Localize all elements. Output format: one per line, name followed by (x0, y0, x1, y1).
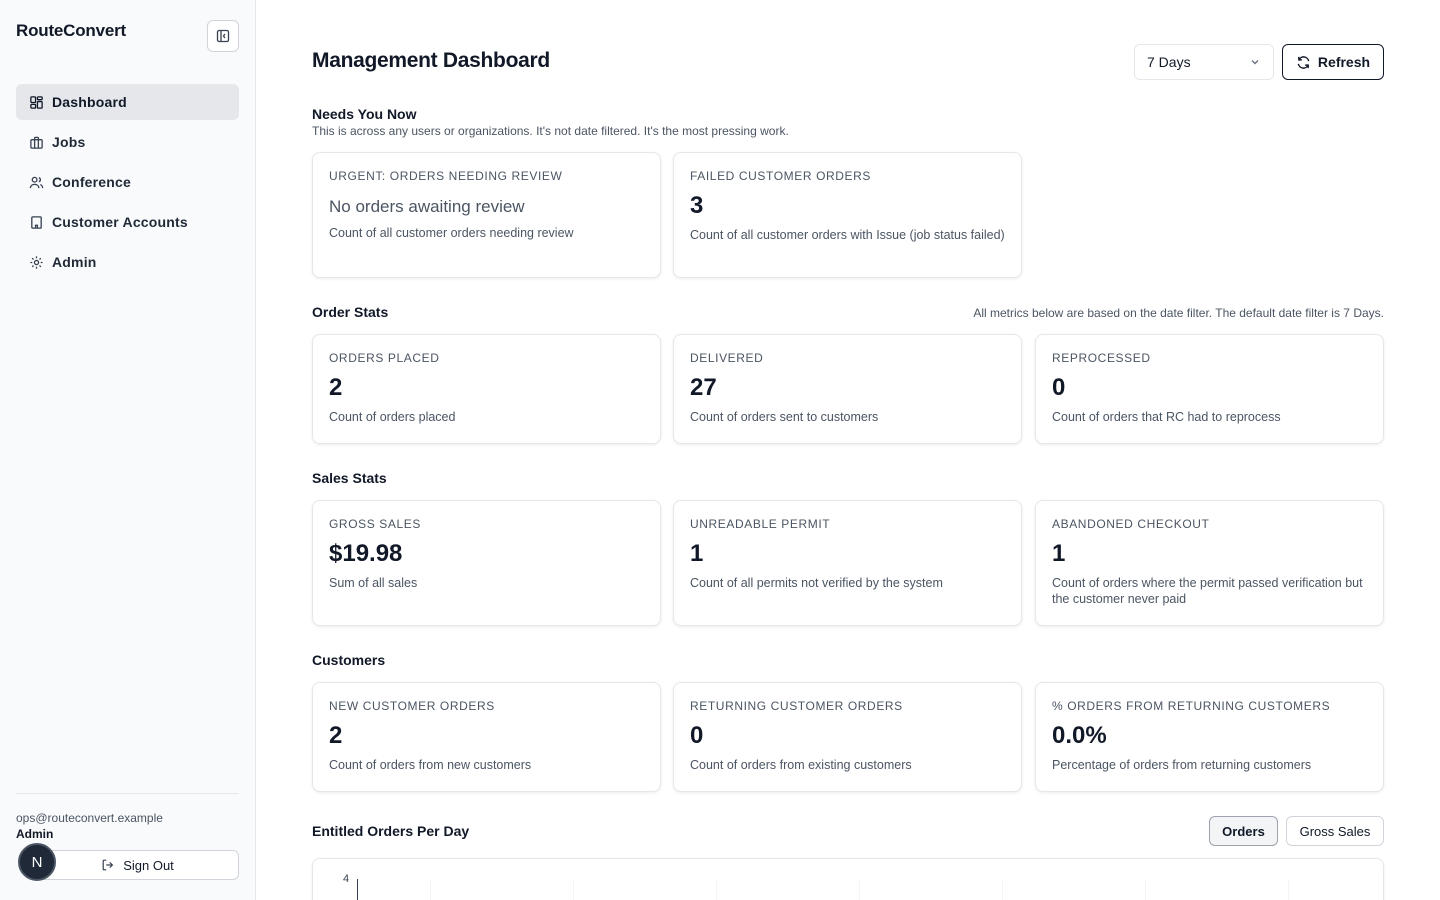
stat-card-returning-customer-percent: % ORDERS FROM RETURNING CUSTOMERS 0.0% P… (1035, 682, 1384, 792)
sign-out-label: Sign Out (123, 857, 174, 873)
card-label: REPROCESSED (1052, 351, 1151, 365)
card-label: RETURNING CUSTOMER ORDERS (690, 699, 903, 713)
date-range-select[interactable]: 7 Days (1134, 44, 1274, 80)
refresh-icon (1297, 55, 1310, 69)
chart-gridline (573, 879, 574, 900)
card-value: 0.0% (1052, 722, 1107, 749)
chart-gridline (1288, 879, 1289, 900)
card-label: URGENT: ORDERS NEEDING REVIEW (329, 169, 563, 183)
card-value: 3 (690, 192, 704, 219)
section-title-customers: Customers (312, 652, 386, 668)
card-value: 27 (690, 374, 717, 401)
card-value: 0 (1052, 374, 1066, 401)
card-value: 1 (1052, 540, 1066, 567)
stat-card-reprocessed: REPROCESSED 0 Count of orders that RC ha… (1035, 334, 1384, 444)
card-label: FAILED CUSTOMER ORDERS (690, 169, 872, 183)
date-filter-note: All metrics below are based on the date … (973, 306, 1384, 320)
chart-gridline (859, 879, 860, 900)
stat-card-delivered: DELIVERED 27 Count of orders sent to cus… (673, 334, 1022, 444)
card-description: Count of orders placed (329, 410, 456, 424)
sidebar-item-conference[interactable]: Conference (16, 164, 239, 200)
stat-card-failed-customer-orders: FAILED CUSTOMER ORDERS 3 Count of all cu… (673, 152, 1022, 278)
section-title-sales: Sales Stats (312, 470, 387, 486)
avatar[interactable]: N (18, 843, 56, 881)
card-label: NEW CUSTOMER ORDERS (329, 699, 495, 713)
sidebar-item-jobs[interactable]: Jobs (16, 124, 239, 160)
main-content: Management Dashboard 7 Days Refresh Need… (256, 0, 1440, 900)
card-description: Sum of all sales (329, 576, 418, 590)
y-axis-tick: 4 (343, 873, 350, 885)
card-description: Count of orders that RC had to reprocess (1052, 410, 1281, 424)
card-label: GROSS SALES (329, 517, 421, 531)
card-label: ABANDONED CHECKOUT (1052, 517, 1210, 531)
date-range-value: 7 Days (1147, 54, 1191, 70)
card-value: 1 (690, 540, 704, 567)
y-axis-line (357, 879, 358, 900)
card-description: Percentage of orders from returning cust… (1052, 758, 1312, 772)
sidebar-item-label: Customer Accounts (52, 214, 188, 230)
card-value: 0 (690, 722, 704, 749)
chart-gridline (1145, 879, 1146, 900)
sidebar-item-customer-accounts[interactable]: Customer Accounts (16, 204, 239, 240)
stat-card-orders-needing-review: URGENT: ORDERS NEEDING REVIEW No orders … (312, 152, 661, 278)
card-description: Count of all customer orders needing rev… (329, 226, 574, 240)
chart-toggle-gross-sales[interactable]: Gross Sales (1286, 816, 1384, 846)
building-icon (28, 214, 44, 230)
stat-card-returning-customer-orders: RETURNING CUSTOMER ORDERS 0 Count of ord… (673, 682, 1022, 792)
card-description: Count of orders from new customers (329, 758, 532, 772)
card-description: Count of all customer orders with Issue … (690, 228, 1005, 242)
card-description: Count of orders where the permit passed … (1052, 576, 1363, 606)
chart-gridline (1002, 879, 1003, 900)
card-value: No orders awaiting review (329, 197, 525, 216)
stat-card-orders-placed: ORDERS PLACED 2 Count of orders placed (312, 334, 661, 444)
card-description: Count of all permits not verified by the… (690, 576, 943, 590)
section-title-needs: Needs You Now (312, 106, 417, 122)
chart-gridline (430, 879, 431, 900)
card-label: ORDERS PLACED (329, 351, 440, 365)
gear-icon (28, 254, 44, 270)
sidebar-item-label: Jobs (52, 134, 86, 150)
sidebar-collapse-button[interactable] (207, 20, 239, 52)
page-title: Management Dashboard (312, 49, 550, 72)
sidebar-item-label: Conference (52, 174, 132, 190)
stat-card-unreadable-permit: UNREADABLE PERMIT 1 Count of all permits… (673, 500, 1022, 626)
card-description: Count of orders from existing customers (690, 758, 912, 772)
refresh-button[interactable]: Refresh (1282, 44, 1384, 80)
card-label: UNREADABLE PERMIT (690, 517, 831, 531)
sign-out-button[interactable]: Sign Out (36, 850, 239, 880)
logout-icon (102, 859, 114, 871)
card-label: % ORDERS FROM RETURNING CUSTOMERS (1052, 699, 1331, 713)
sidebar-item-admin[interactable]: Admin (16, 244, 239, 280)
card-value: 2 (329, 722, 343, 749)
briefcase-icon (28, 134, 44, 150)
sidebar: RouteConvert Dashboard Jobs Conference (0, 0, 256, 900)
sidebar-nav: Dashboard Jobs Conference Customer Accou… (16, 84, 239, 284)
chart-toggle-orders[interactable]: Orders (1209, 816, 1278, 846)
stat-card-abandoned-checkout: ABANDONED CHECKOUT 1 Count of orders whe… (1035, 500, 1384, 626)
card-value: $19.98 (329, 540, 403, 567)
sidebar-panel-icon (216, 29, 230, 43)
stat-card-gross-sales: GROSS SALES $19.98 Sum of all sales (312, 500, 661, 626)
users-icon (28, 174, 44, 190)
card-value: 2 (329, 374, 343, 401)
chevron-down-icon (1251, 60, 1259, 65)
refresh-label: Refresh (1317, 54, 1371, 70)
sidebar-item-label: Dashboard (52, 94, 127, 110)
section-subtitle-needs: This is across any users or organization… (312, 124, 789, 138)
stat-card-new-customer-orders: NEW CUSTOMER ORDERS 2 Count of orders fr… (312, 682, 661, 792)
user-role: Admin (16, 827, 54, 841)
user-email: ops@routeconvert.example (16, 811, 163, 825)
card-label: DELIVERED (690, 351, 764, 365)
sidebar-item-dashboard[interactable]: Dashboard (16, 84, 239, 120)
section-title-chart: Entitled Orders Per Day (312, 823, 470, 839)
sidebar-divider (16, 793, 239, 794)
card-description: Count of orders sent to customers (690, 410, 879, 424)
brand-name: RouteConvert (16, 21, 126, 40)
sidebar-item-label: Admin (52, 254, 97, 270)
section-title-orders: Order Stats (312, 304, 389, 320)
dashboard-icon (28, 94, 44, 110)
chart-gridline (716, 879, 717, 900)
orders-per-day-chart: 4 (312, 858, 1384, 900)
